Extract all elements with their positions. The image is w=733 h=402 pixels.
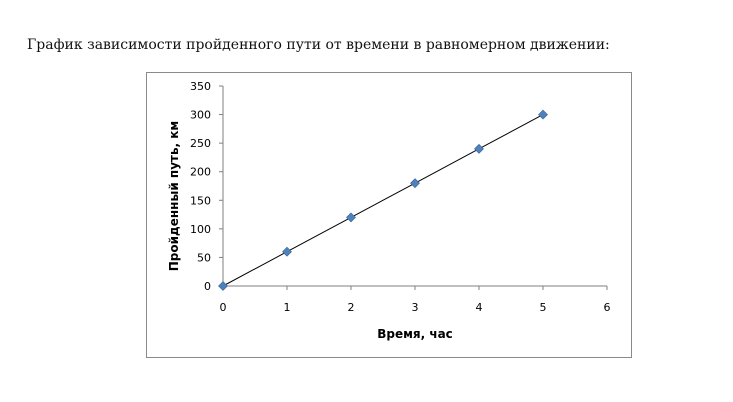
x-tick-label: 6 [604,301,611,314]
data-point [538,109,548,120]
data-point [474,143,484,154]
y-axis-title: Пройденный путь, км [167,121,181,271]
chart-area [146,72,632,358]
chart-ticks: 0 50 100 150 200 250 300 350 0 1 2 3 4 5 6 [190,80,611,314]
y-tick-label: 150 [190,194,211,207]
y-tick-label: 300 [190,109,211,122]
x-tick-label: 5 [540,301,547,314]
y-tick-label: 200 [190,166,211,179]
x-tick-label: 4 [476,301,483,314]
y-tick-label: 0 [204,280,211,293]
data-point [282,246,292,257]
y-tick-label: 350 [190,80,211,93]
x-axis-title: Время, час [377,327,453,341]
y-tick-label: 50 [197,251,211,264]
data-point [410,178,420,189]
x-tick-label: 1 [284,301,291,314]
page-caption: График зависимости пройденного пути от в… [27,37,610,53]
x-tick-label: 0 [220,301,227,314]
data-point [346,212,356,223]
data-point [218,281,228,291]
y-tick-label: 250 [190,137,211,150]
x-tick-label: 2 [348,301,355,314]
series-line [222,114,544,287]
chart-series [218,109,548,291]
x-tick-label: 3 [412,301,419,314]
y-tick-label: 100 [190,223,211,236]
